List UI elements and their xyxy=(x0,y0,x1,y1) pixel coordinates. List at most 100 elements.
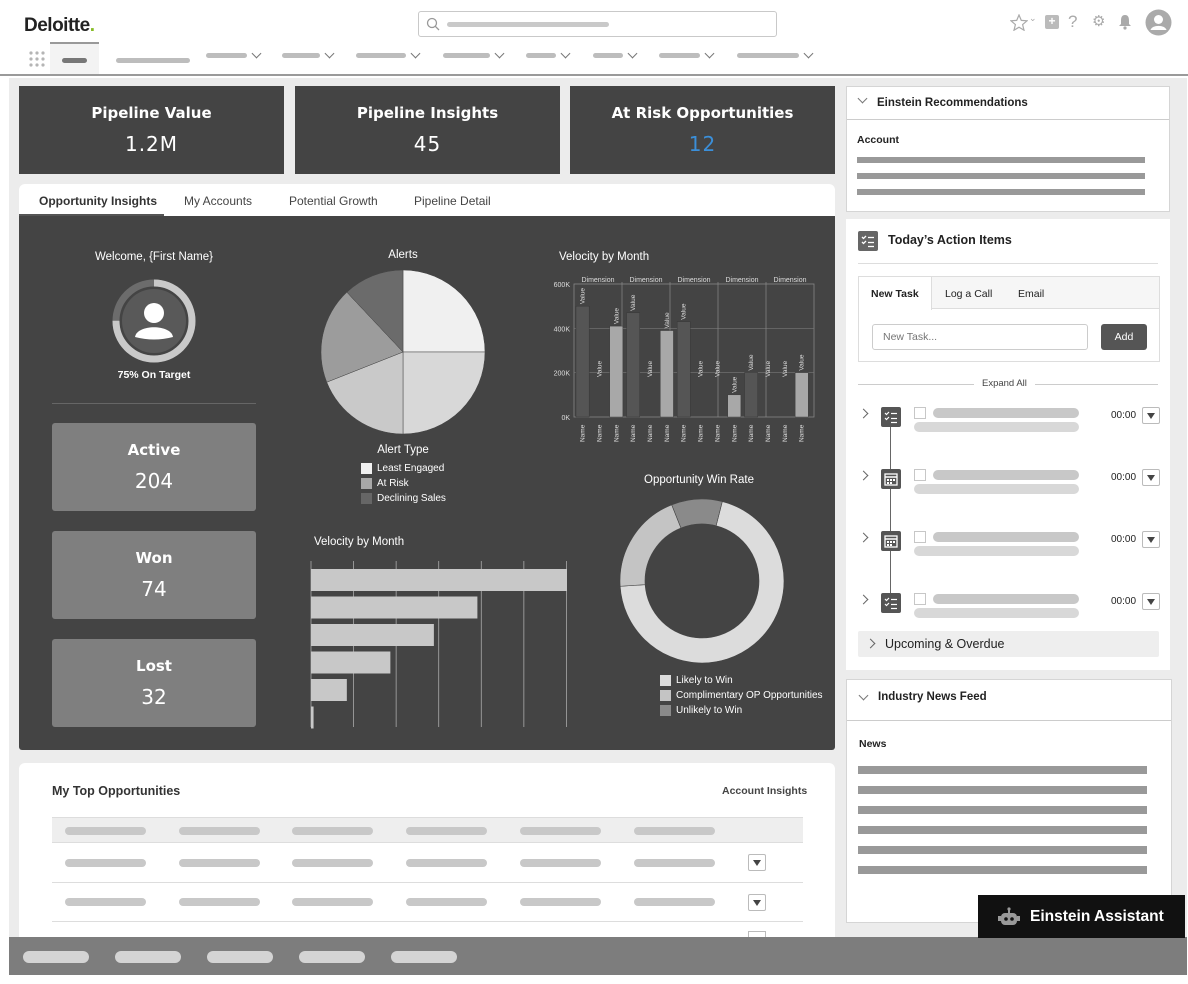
bar-value-label: Value xyxy=(799,354,806,371)
action-items-title: Today’s Action Items xyxy=(888,233,1012,247)
nav-item[interactable] xyxy=(206,48,262,59)
news-feed-title: Industry News Feed xyxy=(878,691,987,703)
nav-item[interactable] xyxy=(282,48,335,59)
tab-email[interactable]: Email xyxy=(1018,288,1045,300)
item-dropdown[interactable] xyxy=(1142,407,1160,424)
table-row[interactable] xyxy=(52,883,803,922)
item-dropdown[interactable] xyxy=(1142,593,1160,610)
card-header[interactable]: Industry News Feed xyxy=(847,680,1171,721)
expand-all-link[interactable]: Expand All xyxy=(974,378,1035,389)
table-row[interactable] xyxy=(52,843,803,883)
kpi-pipeline-insights[interactable]: Pipeline Insights 45 xyxy=(295,86,560,174)
action-item[interactable]: 00:00 xyxy=(858,407,1160,447)
kpi-value: 45 xyxy=(413,132,442,156)
checklist-icon xyxy=(881,593,901,613)
group-label: Dimension xyxy=(629,277,662,284)
einstein-assistant-button[interactable]: Einstein Assistant xyxy=(978,895,1185,938)
on-target-label: 75% On Target xyxy=(117,369,191,381)
nav-item[interactable] xyxy=(737,48,814,59)
donut-slice xyxy=(671,498,723,529)
tab-pipeline-detail[interactable]: Pipeline Detail xyxy=(414,194,491,208)
add-icon[interactable]: + xyxy=(1045,15,1059,29)
tab-opportunity-insights[interactable]: Opportunity Insights xyxy=(39,194,157,208)
kpi-at-risk[interactable]: At Risk Opportunities 12 xyxy=(570,86,835,174)
row-action-dropdown[interactable] xyxy=(748,894,766,911)
stat-label: Active xyxy=(127,441,181,459)
avatar[interactable] xyxy=(1145,9,1172,36)
stat-lost[interactable]: Lost 32 xyxy=(52,639,256,727)
action-item[interactable]: 00:00 xyxy=(858,531,1160,571)
bar xyxy=(311,679,347,701)
tab-new-task[interactable]: New Task xyxy=(859,277,932,310)
nav-item[interactable] xyxy=(443,48,505,59)
bar xyxy=(626,312,640,418)
utility-item[interactable] xyxy=(207,951,273,963)
item-time: 00:00 xyxy=(1111,472,1137,483)
bar-value-label: Value xyxy=(580,288,587,305)
nav-item[interactable] xyxy=(116,58,190,63)
bell-icon[interactable] xyxy=(1117,13,1133,30)
help-icon[interactable]: ? xyxy=(1068,12,1078,31)
bar xyxy=(609,325,624,418)
item-dropdown[interactable] xyxy=(1142,531,1160,548)
nav-item[interactable] xyxy=(659,48,715,59)
kpi-pipeline-value[interactable]: Pipeline Value 1.2M xyxy=(19,86,284,174)
bar-value-label: Value xyxy=(714,360,721,377)
expand-chevron-icon xyxy=(858,470,869,481)
settings-icon[interactable]: ⚙ xyxy=(1092,13,1106,30)
item-dropdown[interactable] xyxy=(1142,469,1160,486)
kpi-value: 12 xyxy=(688,132,717,156)
utility-item[interactable] xyxy=(391,951,457,963)
utility-item[interactable] xyxy=(23,951,89,963)
velocity-vertical-bar-chart[interactable]: 600K 400K 200K 0K Dimension Dimension Dimensio… xyxy=(539,274,819,449)
y-tick-label: 600K xyxy=(554,282,571,289)
nav-item[interactable] xyxy=(356,48,421,59)
bar xyxy=(311,569,567,591)
tab-my-accounts[interactable]: My Accounts xyxy=(184,194,253,208)
stat-won[interactable]: Won 74 xyxy=(52,531,256,619)
card-header[interactable]: Einstein Recommendations xyxy=(847,87,1169,120)
action-item[interactable]: 00:00 xyxy=(858,593,1160,633)
search-input[interactable] xyxy=(418,11,777,37)
alert-type-legend-title: Alert Type xyxy=(377,444,429,456)
favorites-star-icon[interactable] xyxy=(1010,14,1028,31)
item-checkbox[interactable] xyxy=(914,593,926,605)
utility-item[interactable] xyxy=(115,951,181,963)
bar xyxy=(311,596,478,619)
velocity-horizontal-bar-chart[interactable] xyxy=(309,561,574,729)
item-checkbox[interactable] xyxy=(914,469,926,481)
item-checkbox[interactable] xyxy=(914,531,926,543)
bar-value-label: Value xyxy=(630,294,637,311)
group-label: Dimension xyxy=(581,277,614,284)
utility-bar xyxy=(9,937,1187,975)
win-rate-donut-chart[interactable] xyxy=(617,496,787,666)
x-tick-label: Name xyxy=(748,424,755,442)
nav-item[interactable] xyxy=(526,48,571,59)
bar-value-label: Value xyxy=(596,360,603,377)
table-header xyxy=(52,817,803,843)
favorites-chevron-icon[interactable]: ⌄ xyxy=(1029,13,1037,23)
alerts-pie-chart[interactable] xyxy=(319,268,487,436)
donut-slice xyxy=(619,501,785,664)
upcoming-overdue-toggle[interactable]: Upcoming & Overdue xyxy=(858,631,1159,657)
legend-complimentary: Complimentary OP Opportunities xyxy=(660,688,823,703)
new-task-input[interactable] xyxy=(872,324,1088,350)
tab-log-a-call[interactable]: Log a Call xyxy=(945,288,993,300)
utility-item[interactable] xyxy=(299,951,365,963)
app-launcher-icon[interactable] xyxy=(29,51,45,67)
item-checkbox[interactable] xyxy=(914,407,926,419)
x-tick-label: Name xyxy=(580,424,587,442)
deloitte-logo[interactable]: Deloitte. xyxy=(24,15,95,36)
row-action-dropdown[interactable] xyxy=(748,931,766,937)
legend-at-risk: At Risk xyxy=(361,476,446,491)
account-insights-link[interactable]: Account Insights xyxy=(722,785,808,797)
nav-item[interactable] xyxy=(593,48,638,59)
row-action-dropdown[interactable] xyxy=(748,854,766,871)
nav-tab-active[interactable] xyxy=(50,42,99,74)
add-task-button[interactable]: Add xyxy=(1101,324,1147,350)
action-item[interactable]: 00:00 xyxy=(858,469,1160,509)
tab-potential-growth[interactable]: Potential Growth xyxy=(289,194,378,208)
velocity-top-title: Velocity by Month xyxy=(559,251,650,263)
stat-active[interactable]: Active 204 xyxy=(52,423,256,511)
legend-least-engaged: Least Engaged xyxy=(361,461,446,476)
